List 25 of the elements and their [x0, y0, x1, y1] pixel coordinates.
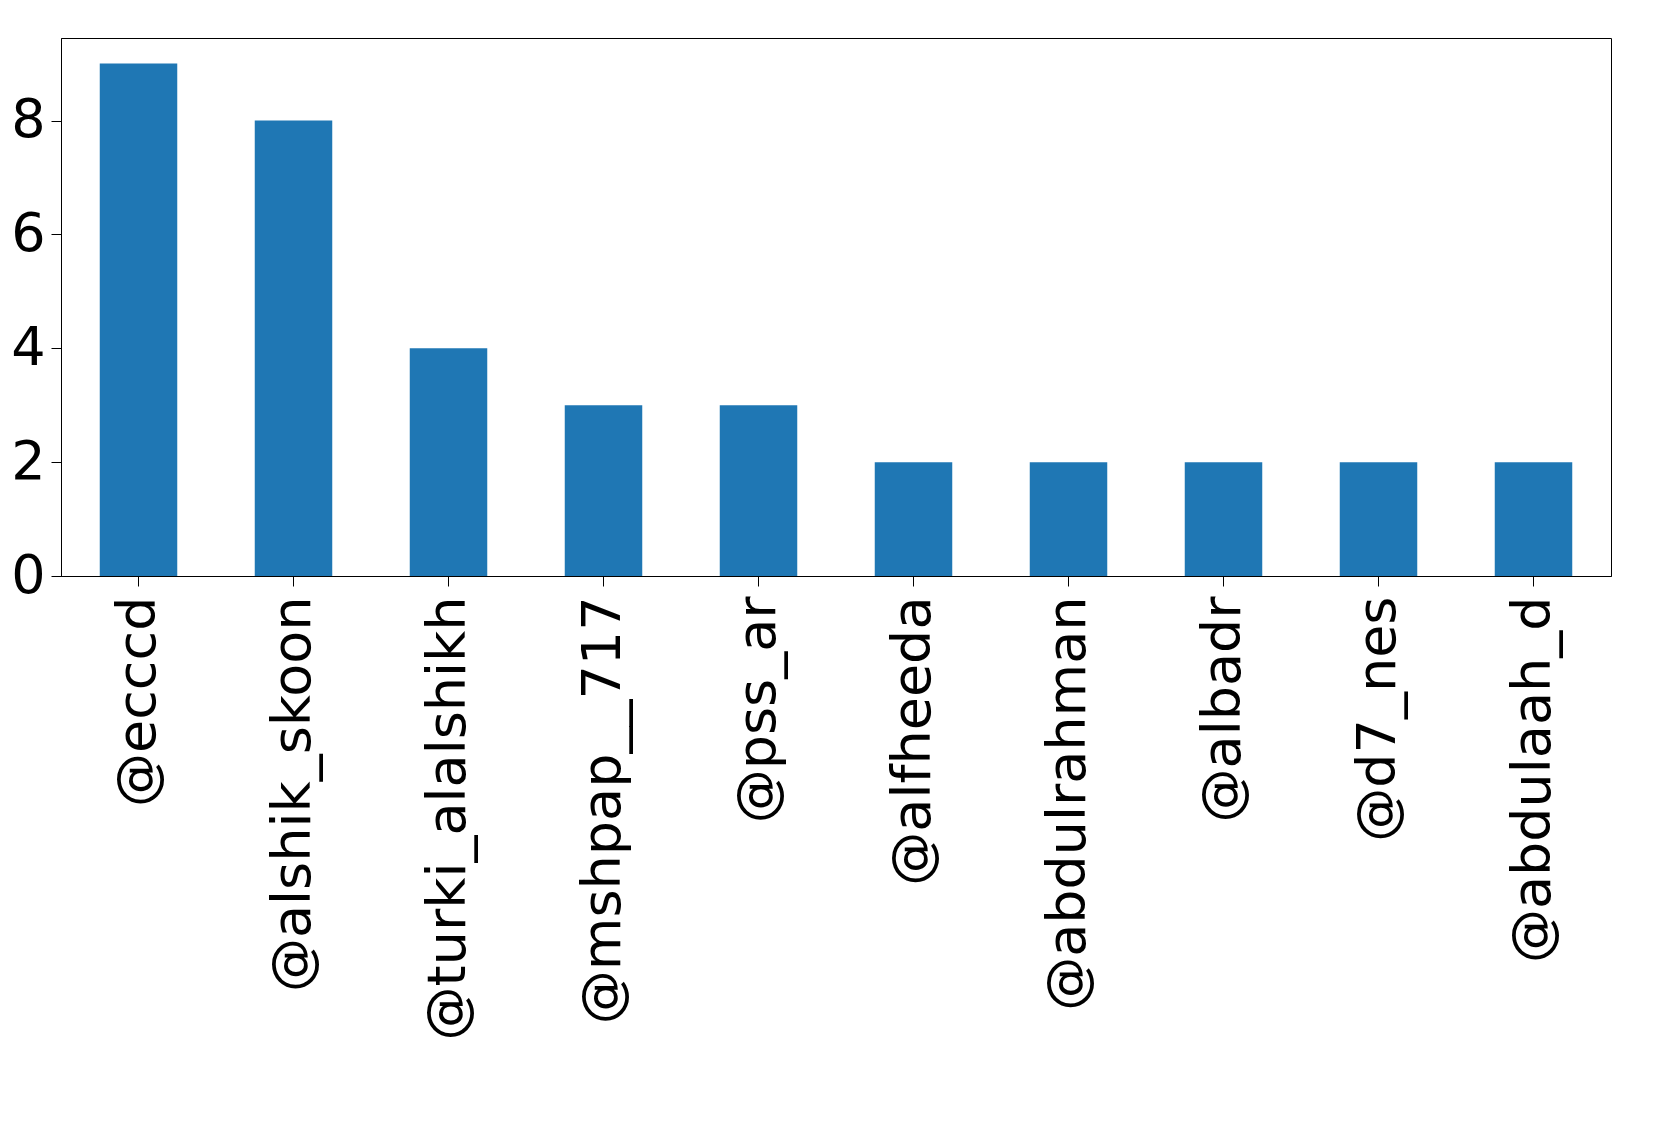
x-tick-label: @pss_ar [724, 595, 788, 824]
y-tick-label: 4 [11, 314, 46, 378]
bar [1029, 462, 1108, 576]
y-tick-label: 0 [11, 542, 46, 606]
y-tick-label: 8 [11, 87, 46, 151]
bar [874, 462, 953, 576]
bar [99, 63, 178, 576]
x-tick-label: @abdulrahman [1034, 596, 1098, 1011]
x-tick-label: @abdulaah_d [1499, 596, 1563, 964]
bar [719, 405, 798, 576]
bar [1339, 462, 1418, 576]
bar [564, 405, 643, 576]
y-tick-label: 6 [11, 200, 46, 264]
x-tick-label: @alfheeda [879, 596, 943, 886]
x-tick-label: @turki_alalshikh [414, 596, 478, 1041]
bar [254, 120, 333, 576]
x-tick-label: @albadr [1189, 595, 1253, 823]
x-tick-label: @ecccd [104, 596, 168, 808]
bar [1184, 462, 1263, 576]
x-tick-label: @d7_nes [1344, 596, 1408, 842]
x-tick-label: @mshpap__717 [569, 596, 633, 1025]
bar [409, 348, 488, 576]
y-tick-label: 2 [11, 428, 46, 492]
bar [1494, 462, 1573, 576]
x-tick-label: @alshik_skoon [259, 596, 323, 993]
